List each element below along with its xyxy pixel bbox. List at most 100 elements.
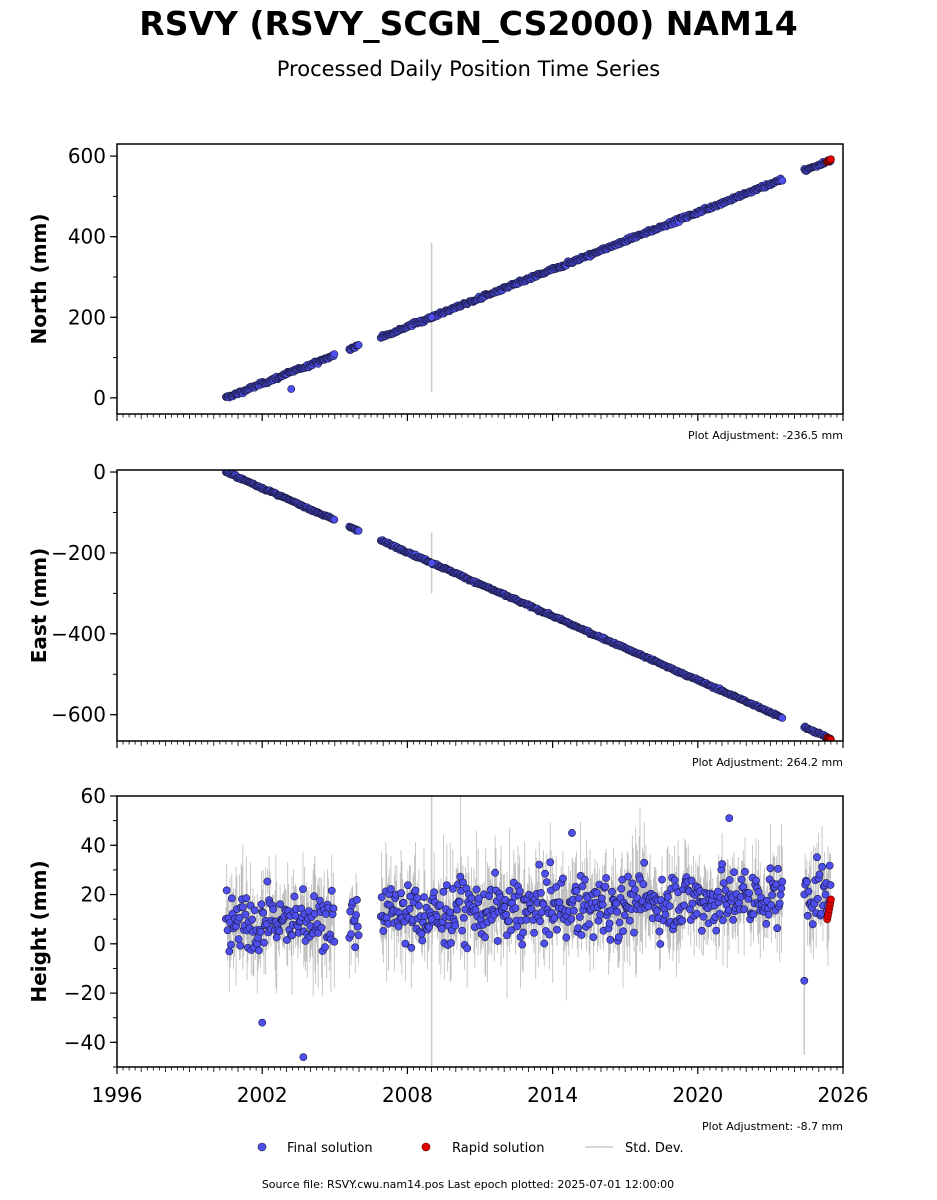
final-point	[459, 914, 468, 922]
final-point	[730, 868, 738, 877]
final-point	[653, 907, 661, 916]
final-point	[619, 927, 627, 936]
final-point	[596, 910, 605, 919]
final-point-outlier	[427, 313, 436, 322]
final-point	[407, 943, 416, 952]
legend-rapid-marker	[421, 1142, 431, 1152]
north-panel: 0 200 400 600 North (mm) Plot Adjustment: -23…	[27, 143, 844, 442]
final-point	[624, 872, 632, 881]
final-point	[329, 904, 338, 913]
final-point	[612, 899, 621, 908]
legend-rapid-label: Rapid solution	[452, 1141, 544, 1156]
final-point	[288, 931, 296, 940]
final-point	[665, 902, 674, 910]
final-point	[539, 900, 548, 909]
final-point	[463, 944, 472, 953]
x-tick-label: 2014	[527, 1083, 578, 1107]
final-point	[458, 926, 466, 935]
height-panel: −40 −20 0 20 40 60 1996 2002 2008 2014 2020 2026 Hei…	[27, 784, 868, 1133]
final-point-outlier	[427, 559, 436, 567]
plot-area	[221, 155, 835, 402]
legend-final-label: Final solution	[287, 1141, 373, 1156]
final-point	[437, 924, 446, 933]
plot-adjustment: Plot Adjustment: -236.5 mm	[688, 429, 843, 442]
final-point	[749, 910, 758, 919]
final-point	[778, 877, 787, 886]
final-point	[570, 906, 578, 915]
final-point	[678, 916, 687, 925]
final-point	[752, 876, 760, 885]
final-point	[821, 890, 830, 899]
final-point	[405, 905, 414, 913]
final-point	[317, 924, 326, 932]
plot-adjustment: Plot Adjustment: 264.2 mm	[692, 756, 843, 769]
final-point	[503, 931, 511, 940]
y-tick-label: −200	[51, 541, 106, 565]
final-point	[399, 898, 408, 907]
final-point	[430, 888, 438, 897]
final-point	[507, 926, 516, 935]
final-point	[575, 894, 583, 903]
final-point	[614, 933, 623, 941]
final-point	[448, 885, 457, 893]
final-point	[545, 930, 554, 939]
final-point	[562, 933, 571, 942]
final-point-outlier	[299, 1053, 308, 1062]
y-tick-label: −600	[51, 703, 106, 727]
final-point	[411, 886, 420, 895]
final-point	[321, 943, 329, 952]
final-point	[536, 917, 544, 926]
final-solution-points	[221, 814, 835, 1062]
final-point	[234, 935, 243, 943]
final-point	[815, 870, 824, 879]
final-point	[330, 350, 339, 358]
final-point	[602, 874, 610, 882]
final-point	[598, 900, 607, 909]
final-point	[699, 912, 708, 921]
final-point	[803, 911, 812, 920]
final-point	[458, 878, 467, 887]
final-point	[745, 889, 754, 897]
y-tick-label: 0	[93, 460, 106, 484]
final-point	[656, 940, 665, 948]
final-point	[740, 905, 748, 914]
final-point	[692, 909, 701, 918]
final-point	[511, 904, 520, 912]
final-point-outlier	[568, 829, 576, 837]
y-axis-label: Height (mm)	[27, 860, 51, 1002]
final-point	[527, 905, 536, 913]
plot-adjustment: Plot Adjustment: -8.7 mm	[702, 1120, 843, 1133]
x-tick-label: 1996	[92, 1083, 143, 1107]
final-point	[574, 924, 582, 932]
final-point-outlier	[287, 385, 296, 393]
final-point	[442, 881, 451, 889]
legend-std-label: Std. Dev.	[625, 1141, 684, 1156]
final-point	[670, 876, 679, 885]
rapid-point	[827, 155, 835, 164]
final-point	[776, 890, 785, 899]
final-point	[608, 887, 616, 896]
final-point	[297, 904, 306, 913]
y-axis-label: North (mm)	[27, 213, 51, 344]
final-point	[379, 927, 388, 935]
final-point	[572, 886, 581, 895]
final-point	[640, 858, 649, 867]
final-point	[725, 876, 734, 884]
final-point	[550, 914, 559, 922]
final-point	[447, 939, 455, 947]
final-point	[504, 917, 513, 925]
y-tick-label: −400	[51, 622, 106, 646]
final-point	[625, 916, 634, 925]
final-point	[712, 926, 721, 935]
final-point	[467, 894, 476, 903]
final-point	[515, 887, 524, 895]
final-point	[813, 853, 821, 862]
rapid-point	[827, 895, 835, 904]
final-point	[436, 901, 444, 909]
final-point	[352, 896, 361, 904]
final-point	[655, 927, 664, 936]
y-tick-label: 200	[68, 305, 106, 329]
final-point	[493, 937, 502, 945]
plot-frame	[116, 143, 844, 415]
final-point	[804, 887, 813, 896]
